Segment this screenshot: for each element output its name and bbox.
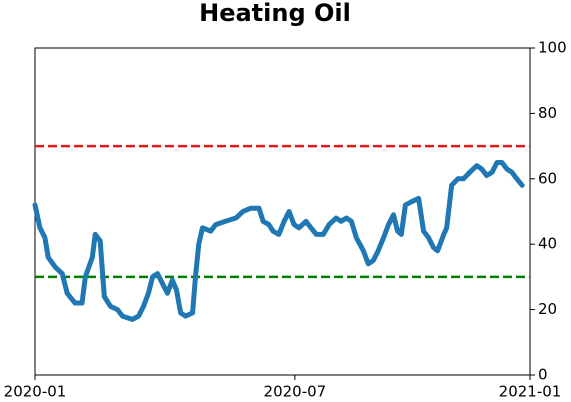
chart-title: Heating Oil: [199, 0, 351, 27]
y-tick-label: 100: [538, 39, 567, 57]
plot-frame: [34, 47, 531, 376]
y-tick-label: 40: [538, 235, 557, 253]
y-tick-label: 80: [538, 104, 557, 122]
x-tick-label: 2020-01: [4, 383, 67, 401]
y-tick-label: 0: [538, 366, 548, 384]
x-tick-label: 2020-07: [264, 383, 327, 401]
line-series: [32, 159, 525, 322]
y-tick-label: 60: [538, 169, 557, 187]
x-tick-label: 2021-01: [499, 383, 562, 401]
y-tick-label: 20: [538, 300, 557, 318]
